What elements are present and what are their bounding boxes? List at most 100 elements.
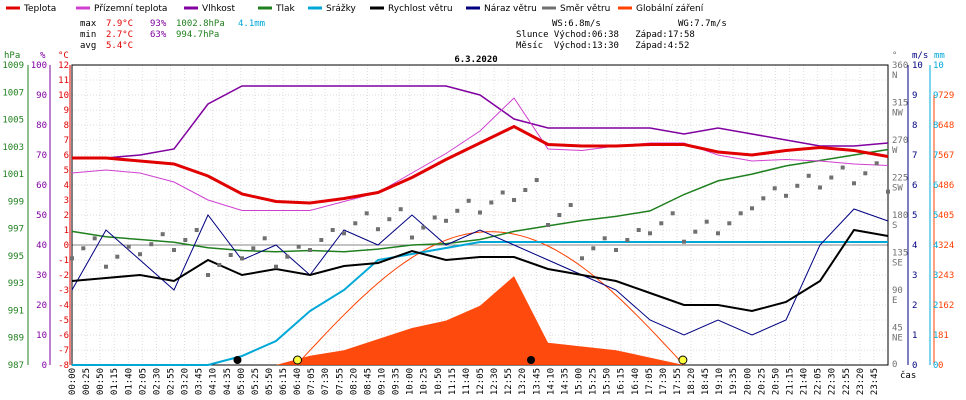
tick-ms-10: 0 <box>912 361 917 371</box>
wind-dir-point <box>682 239 686 244</box>
tick-dir-11: SE <box>892 259 903 269</box>
tick-hpa-7: 995 <box>8 252 24 262</box>
tick-hpa-6: 997 <box>8 225 24 235</box>
series-temperature <box>72 124 889 205</box>
info-wg: WG:7.7m/s <box>678 19 727 29</box>
tick-x-41: 17:05 <box>645 368 655 395</box>
sunrise-marker <box>293 355 303 365</box>
wind-dir-point <box>716 231 720 236</box>
stat-min-hum: 63% <box>150 30 167 40</box>
wind-dir-point <box>784 193 788 198</box>
tick-dir-1: N <box>892 71 897 81</box>
stat-max-rain: 4.1mm <box>238 19 265 29</box>
wind-dir-point <box>614 248 618 252</box>
tick-rad-6: 243 <box>938 271 954 281</box>
tick-x-43: 17:55 <box>673 368 683 395</box>
tick-x-11: 04:35 <box>223 368 233 395</box>
tick-x-19: 07:55 <box>335 368 345 395</box>
tick-c-5: 7 <box>64 136 69 146</box>
tick-x-44: 18:20 <box>687 368 697 395</box>
tick-x-54: 22:30 <box>828 368 838 395</box>
wind-dir-point <box>591 246 596 251</box>
tick-x-33: 13:45 <box>532 368 542 395</box>
wind-dir-point <box>772 186 777 191</box>
tick-hpa-5: 999 <box>8 197 24 207</box>
wind-dir-point <box>274 264 278 269</box>
wind-dir-point <box>546 223 550 227</box>
tick-x-0: 00:00 <box>68 368 78 395</box>
tick-mm-10: 0 <box>933 361 938 371</box>
tick-c-18: -6 <box>58 331 69 341</box>
tick-x-21: 08:45 <box>363 368 373 395</box>
tick-rad-3: 486 <box>938 181 954 191</box>
wind-dir-point <box>172 248 176 252</box>
tick-x-25: 10:25 <box>420 368 430 395</box>
tick-x-22: 09:10 <box>378 368 388 395</box>
tick-c-16: -4 <box>58 301 69 311</box>
tick-x-8: 03:20 <box>181 368 191 395</box>
wind-dir-point <box>81 246 86 251</box>
wind-dir-point <box>353 221 358 226</box>
tick-ms-1: 9 <box>912 91 917 101</box>
tick-dir-6: 225 <box>892 174 908 184</box>
tick-x-5: 02:05 <box>138 368 148 395</box>
series <box>71 85 889 366</box>
wind-dir-point <box>206 273 210 277</box>
axis-unit-pct: % <box>40 51 46 61</box>
tick-hpa-9: 991 <box>8 306 24 316</box>
tick-pct-2: 80 <box>36 121 47 131</box>
tick-rad-7: 162 <box>938 301 954 311</box>
tick-hpa-10: 989 <box>8 334 24 344</box>
tick-x-20: 08:20 <box>349 368 359 395</box>
axis-unit-hpa: hPa <box>4 51 20 61</box>
wind-dir-point <box>160 232 165 237</box>
wind-dir-point <box>761 196 766 201</box>
wind-dir-point <box>444 218 448 223</box>
series-wind-gust <box>71 208 889 336</box>
info-ws: WS:6.8m/s <box>552 19 601 29</box>
wind-dir-point <box>670 211 675 216</box>
tick-rad-8: 81 <box>938 331 949 341</box>
tick-x-27: 11:15 <box>448 368 458 395</box>
tick-x-4: 01:40 <box>124 368 134 395</box>
tick-x-31: 12:55 <box>504 368 514 395</box>
tick-c-4: 8 <box>64 121 69 131</box>
tick-ms-4: 6 <box>912 181 917 191</box>
tick-mm-9: 1 <box>933 331 938 341</box>
tick-x-37: 15:25 <box>589 368 599 395</box>
wind-dir-point <box>625 238 630 242</box>
tick-c-17: -5 <box>58 316 69 326</box>
tick-mm-1: 9 <box>933 91 938 101</box>
tick-c-19: -7 <box>58 346 69 356</box>
wind-dir-point <box>217 263 222 267</box>
tick-dir-8: 180 <box>892 211 908 221</box>
tick-x-18: 07:30 <box>321 368 331 395</box>
tick-ms-6: 4 <box>912 241 917 251</box>
wind-dir-point <box>262 236 267 241</box>
tick-pct-0: 100 <box>31 61 47 71</box>
legend-label-4: Srážky <box>326 4 357 14</box>
stat-min-temp: 2.7°C <box>106 30 133 40</box>
tick-x-45: 18:45 <box>701 368 711 395</box>
tick-rad-9: 0 <box>938 361 943 371</box>
wind-dir-point <box>330 228 335 232</box>
tick-ms-5: 5 <box>912 211 917 221</box>
moonrise-marker <box>527 356 535 364</box>
wind-dir-point <box>319 238 324 242</box>
wind-dir-point <box>659 221 664 226</box>
stat-avg-label: avg <box>80 41 96 51</box>
stat-min-press: 994.7hPa <box>176 30 219 40</box>
moonset-marker <box>233 356 242 364</box>
wind-dir-point <box>580 256 584 261</box>
wind-dir-point <box>806 173 811 178</box>
tick-c-8: 4 <box>64 181 69 191</box>
axes: hPa% °C ° m/s mmčas1009100710051003100199999… <box>2 51 954 395</box>
tick-mm-0: 10 <box>933 61 944 71</box>
wind-dir-point <box>840 165 845 170</box>
wind-dir-point <box>251 246 256 251</box>
tick-mm-5: 5 <box>933 211 938 221</box>
tick-x-55: 22:55 <box>842 368 852 395</box>
tick-ms-8: 2 <box>912 301 917 311</box>
tick-ms-0: 10 <box>912 61 923 71</box>
wind-dir-point <box>829 175 834 180</box>
